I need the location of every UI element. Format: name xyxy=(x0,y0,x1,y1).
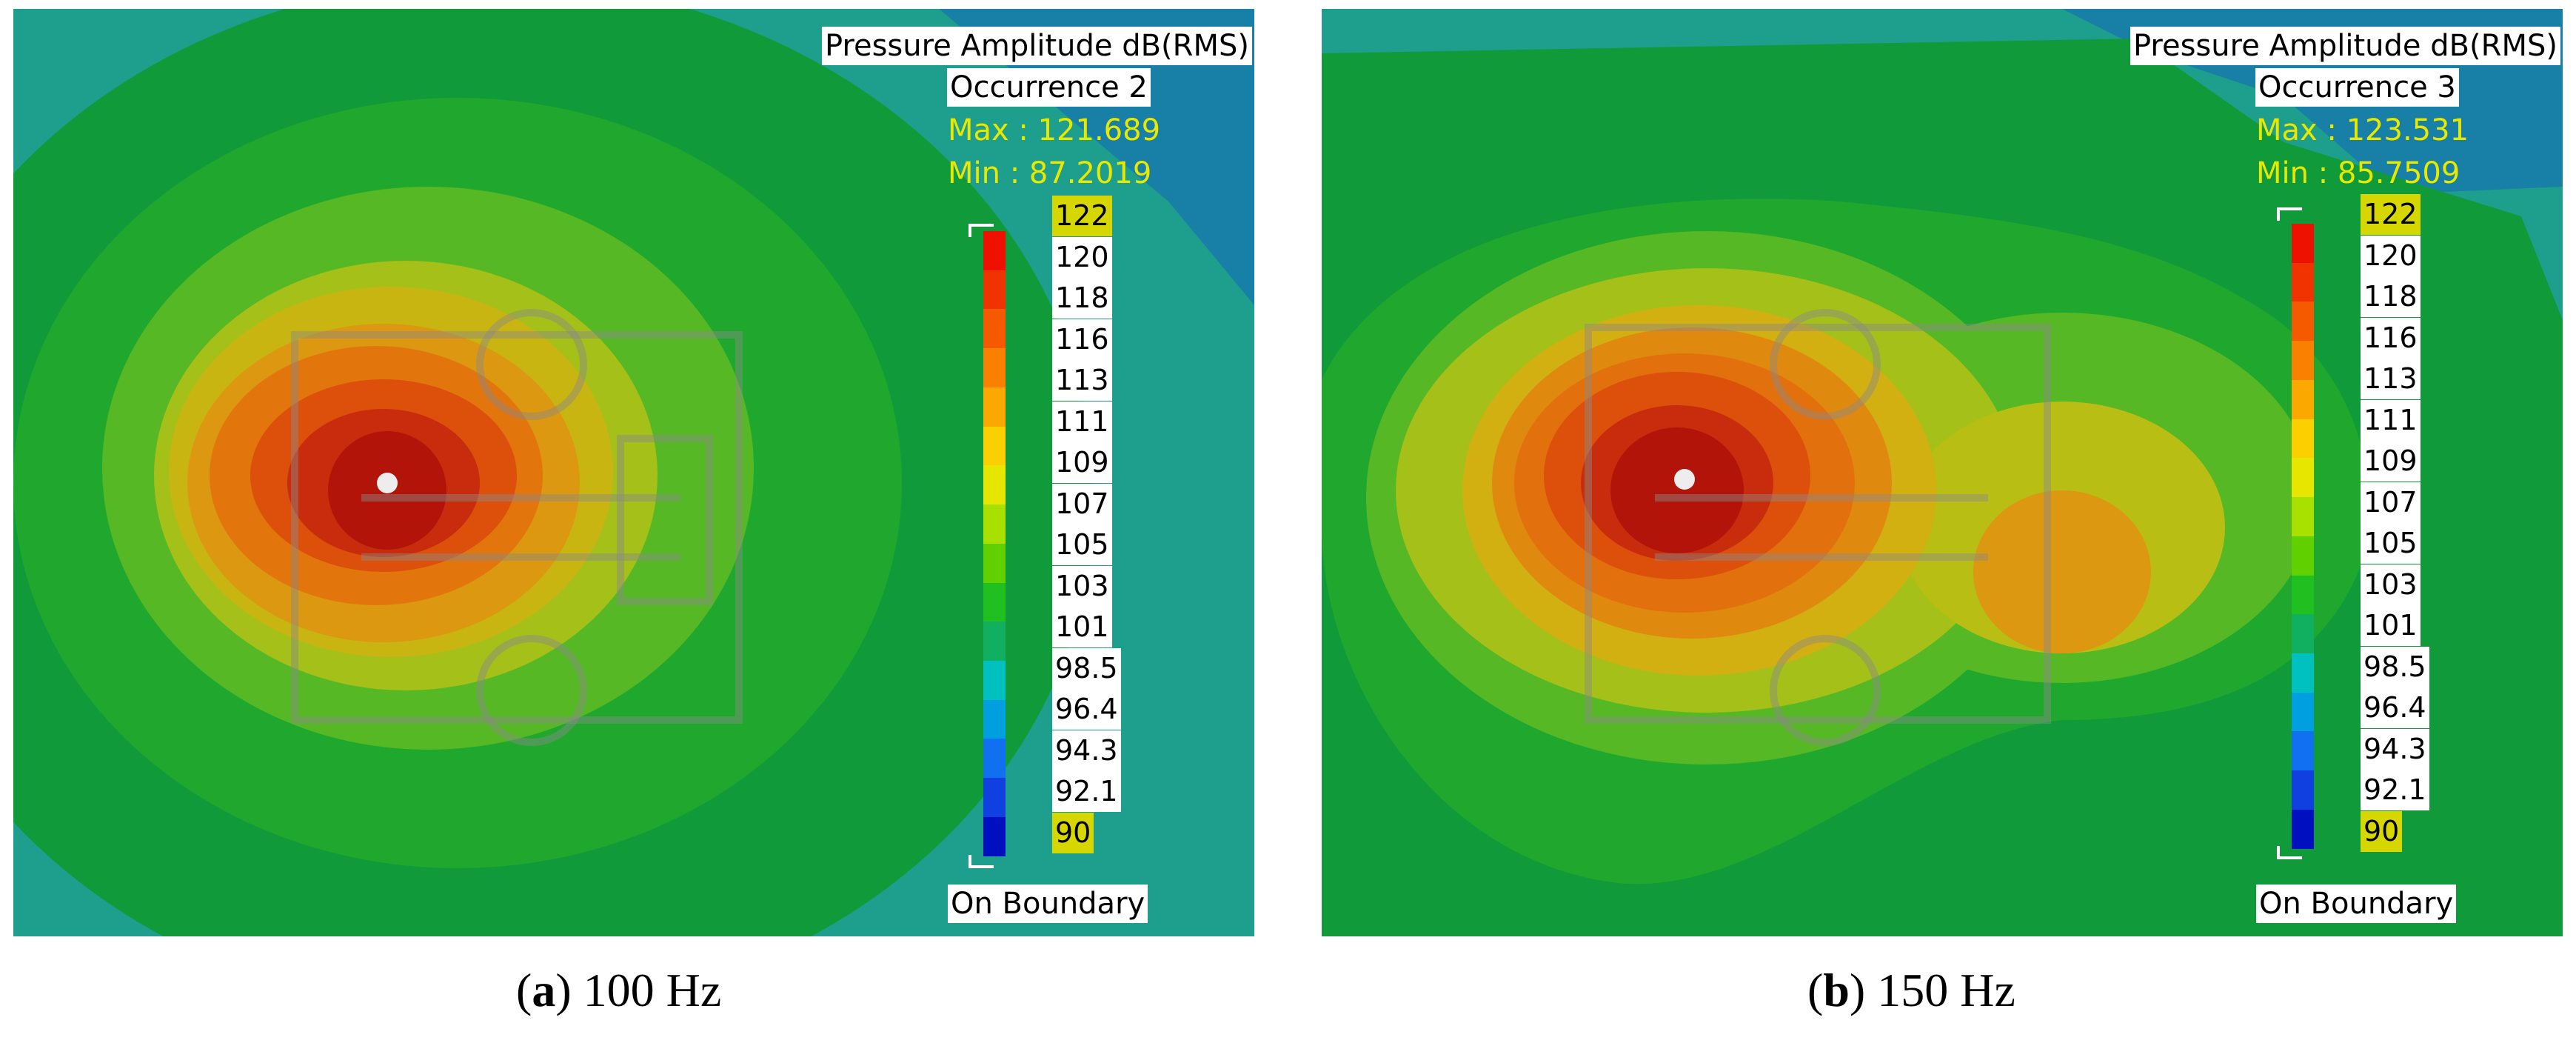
colorbar-swatch xyxy=(2292,379,2314,419)
colorbar-tick-label: 101 xyxy=(2361,605,2421,646)
colorbar-swatch xyxy=(983,348,1006,388)
colorbar-tick-label: 94.3 xyxy=(2361,728,2429,770)
colorbar-swatch xyxy=(2292,341,2314,381)
colorbar-swatch xyxy=(2292,692,2314,732)
machine-outline xyxy=(1585,309,2051,746)
colorbar-tick-label: 116 xyxy=(1052,319,1112,360)
pressure-contour-map-b xyxy=(1322,9,2563,936)
colorbar-swatch xyxy=(983,816,1006,856)
legend-min: Min : 87.2019 xyxy=(948,156,1152,190)
colorbar-swatch xyxy=(983,739,1006,779)
legend-occurrence: Occurrence 3 xyxy=(2255,68,2459,107)
colorbar-swatch xyxy=(983,309,1006,349)
colorbar-swatch xyxy=(2292,770,2314,810)
legend-title: Pressure Amplitude dB(RMS) xyxy=(2130,27,2560,65)
caption-text: 150 Hz xyxy=(1877,964,2015,1016)
contour-plot-a: Pressure Amplitude dB(RMS) Occurrence 2 … xyxy=(13,9,1254,936)
colorbar-tick-label: 113 xyxy=(2361,359,2421,399)
colorbar-tick-label: 113 xyxy=(1052,360,1112,401)
machine-outline xyxy=(291,309,743,746)
colorbar-tick-label: 111 xyxy=(2361,399,2421,441)
colorbar-tick-label: 105 xyxy=(2361,523,2421,564)
pressure-contour-map-a xyxy=(13,9,1254,936)
colorbar-swatch xyxy=(983,582,1006,622)
colorbar-top-marker xyxy=(2277,207,2302,221)
colorbar-tick-label: 96.4 xyxy=(1052,689,1121,730)
contour-plot-b: Pressure Amplitude dB(RMS) Occurrence 3 … xyxy=(1322,9,2563,936)
legend-title: Pressure Amplitude dB(RMS) xyxy=(822,27,1252,65)
contour-level-5b xyxy=(1973,490,2151,653)
colorbar-tick-label: 92.1 xyxy=(1052,771,1121,812)
colorbar-swatch xyxy=(2292,536,2314,576)
colorbar-tick-label: 101 xyxy=(1052,607,1112,647)
colorbar-tick-label: 120 xyxy=(2361,235,2421,276)
colorbar-swatch xyxy=(2292,262,2314,302)
colorbar-tick-label: 109 xyxy=(2361,441,2421,482)
colorbar-tick-label: 103 xyxy=(2361,564,2421,605)
legend-max: Max : 121.689 xyxy=(948,113,1161,147)
colorbar-tick-label: 103 xyxy=(1052,565,1112,607)
colorbar-swatch xyxy=(2292,224,2314,263)
colorbar-tick-label: 107 xyxy=(2361,482,2421,523)
colorbar-swatch xyxy=(983,270,1006,310)
colorbar-swatch xyxy=(2292,575,2314,615)
colorbar-tick-label: 109 xyxy=(1052,442,1112,483)
caption-letter: a xyxy=(532,964,556,1016)
colorbar-tick-label: 98.5 xyxy=(1052,647,1121,689)
colorbar-tick-label: 92.1 xyxy=(2361,770,2429,810)
legend-min: Min : 85.7509 xyxy=(2256,156,2460,190)
caption-a: (a) 100 Hz xyxy=(516,964,722,1016)
colorbar-tick-label: 98.5 xyxy=(2361,646,2429,687)
colorbar-tick-label: 107 xyxy=(1052,483,1112,524)
colorbar-swatch xyxy=(2292,497,2314,537)
colorbar-tick-label: 120 xyxy=(1052,236,1112,278)
colorbar-tick-label: 118 xyxy=(2361,276,2421,317)
colorbar-tick-label: 96.4 xyxy=(2361,687,2429,728)
colorbar-bottom-marker xyxy=(968,855,994,868)
colorbar-tick-label: 122 xyxy=(1052,196,1112,236)
colorbar-tick-label: 116 xyxy=(2361,317,2421,359)
colorbar-tick-label: 90 xyxy=(1052,812,1094,853)
colorbar-swatch xyxy=(983,465,1006,505)
colorbar-swatch xyxy=(2292,614,2314,654)
colorbar-tick-label: 111 xyxy=(1052,401,1112,442)
colorbar-swatch xyxy=(2292,731,2314,771)
source-point xyxy=(1674,469,1695,490)
colorbar-swatch xyxy=(983,387,1006,427)
colorbar-swatch xyxy=(2292,653,2314,693)
colorbar-swatch xyxy=(983,231,1006,270)
colorbar-swatch xyxy=(983,504,1006,544)
background-teal-top-right xyxy=(939,9,1254,305)
colorbar-swatch xyxy=(2292,458,2314,498)
on-boundary-label: On Boundary xyxy=(2256,885,2457,923)
contour-level-10 xyxy=(1610,427,1744,553)
colorbar-swatch xyxy=(983,778,1006,818)
legend-occurrence: Occurrence 2 xyxy=(947,68,1151,107)
colorbar-tick-label: 105 xyxy=(1052,524,1112,565)
colorbar-bottom-marker xyxy=(2277,846,2302,859)
colorbar-swatch xyxy=(983,660,1006,700)
colorbar-tick-label: 94.3 xyxy=(1052,730,1121,771)
caption-b: (b) 150 Hz xyxy=(1807,964,2015,1016)
colorbar-tick-label: 118 xyxy=(1052,278,1112,319)
colorbar-swatch xyxy=(2292,809,2314,849)
colorbar-top-marker xyxy=(968,224,994,237)
colorbar-swatch xyxy=(2292,419,2314,459)
caption-text: 100 Hz xyxy=(583,964,722,1016)
caption-letter: b xyxy=(1823,964,1850,1016)
colorbar-swatch xyxy=(2292,302,2314,342)
source-point xyxy=(377,473,398,493)
colorbar-swatch xyxy=(983,543,1006,583)
colorbar-tick-label: 122 xyxy=(2361,194,2421,235)
legend-max: Max : 123.531 xyxy=(2256,113,2469,147)
colorbar-swatch xyxy=(983,426,1006,466)
colorbar-swatch xyxy=(983,699,1006,739)
colorbar-swatch xyxy=(983,622,1006,662)
on-boundary-label: On Boundary xyxy=(948,885,1148,923)
colorbar-tick-label: 90 xyxy=(2361,810,2403,852)
